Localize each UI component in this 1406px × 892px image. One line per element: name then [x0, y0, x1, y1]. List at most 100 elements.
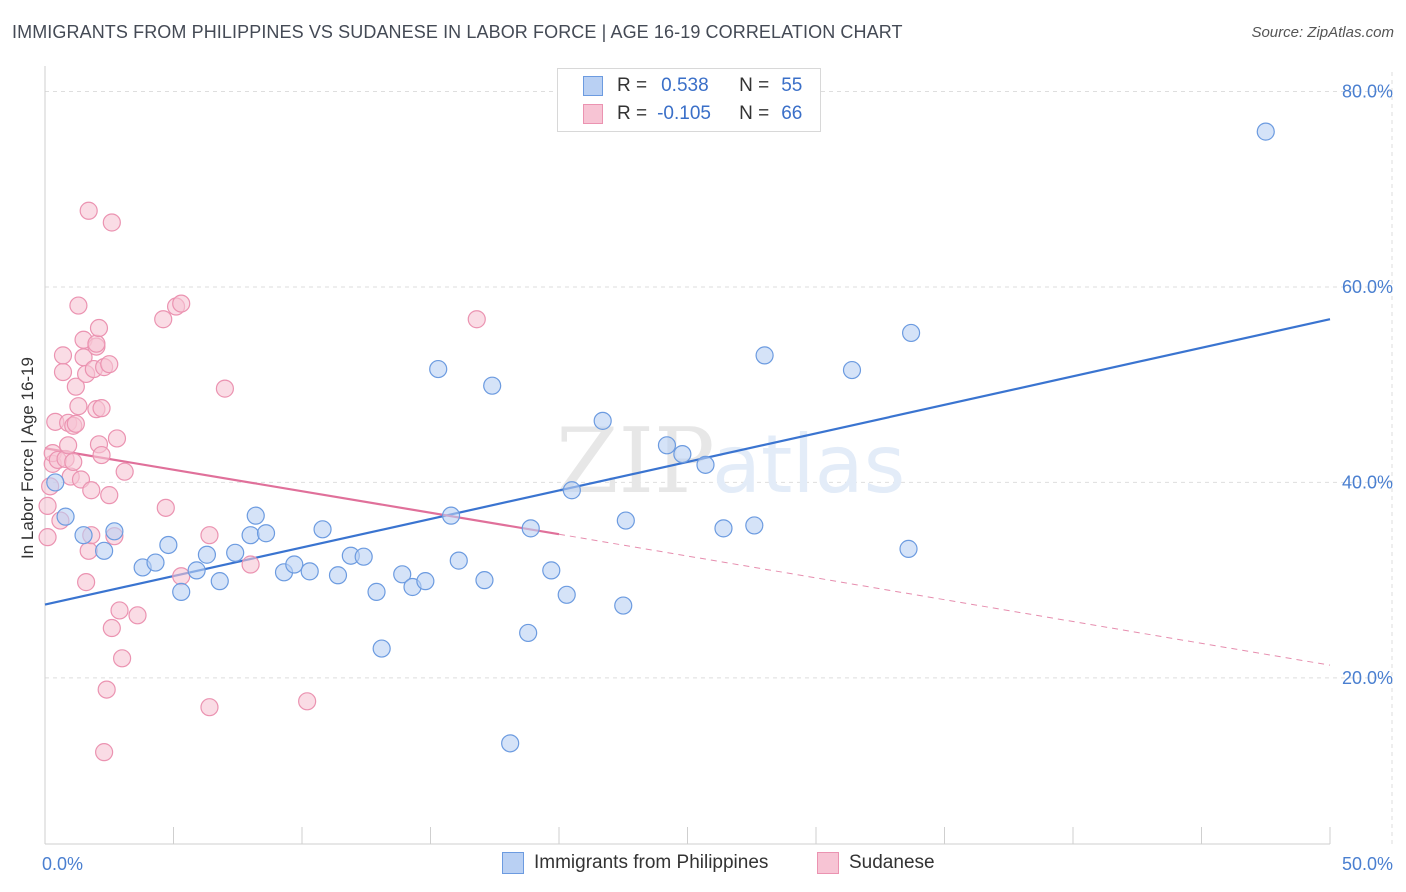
sudanese-point: [69, 397, 88, 416]
philippines-point: [673, 444, 692, 464]
philippines-point: [256, 524, 276, 543]
philippines-point: [246, 506, 265, 525]
philippines-point: [95, 541, 114, 560]
sudanese-point: [92, 445, 111, 465]
legend-n-label: N =: [739, 75, 770, 96]
philippines-point: [56, 507, 75, 526]
legend-item-sudanese[interactable]: Sudanese: [817, 852, 935, 874]
philippines-point: [172, 582, 191, 601]
philippines-point: [328, 566, 348, 585]
tick-labels: 80.0% 60.0% 40.0% 20.0% 0.0% 50.0%: [42, 82, 1393, 874]
chart-title: IMMIGRANTS FROM PHILIPPINES VS SUDANESE …: [12, 22, 903, 42]
philippines-point: [616, 511, 635, 530]
data-points: [38, 112, 1275, 762]
sudanese-point: [215, 379, 234, 398]
sudanese-point: [95, 743, 114, 762]
philippines-point: [416, 572, 435, 591]
sudanese-point: [59, 436, 78, 455]
sudanese-point: [115, 462, 134, 481]
sudanese-point: [79, 201, 98, 220]
legend-n-value: 55: [781, 75, 803, 96]
philippines-point: [519, 623, 538, 643]
philippines-point: [714, 519, 733, 538]
philippines-point: [755, 346, 774, 365]
sudanese-point: [467, 310, 486, 329]
sudanese-point: [128, 606, 147, 625]
philippines-point: [542, 561, 561, 580]
sudanese-point: [100, 486, 119, 505]
philippines-point: [441, 506, 461, 525]
sudanese-point: [112, 649, 132, 668]
sudanese-point: [100, 355, 119, 374]
philippines-point: [593, 411, 612, 430]
sudanese-point: [66, 377, 85, 396]
philippines-point: [187, 561, 206, 580]
sudanese-point: [200, 698, 219, 717]
sudanese-point: [77, 573, 96, 592]
legend-n-value: 66: [781, 103, 803, 124]
x-tick-label: 0.0%: [42, 854, 83, 874]
legend-r-value: -0.105: [657, 103, 711, 124]
philippines-point: [657, 436, 677, 455]
philippines-point: [696, 455, 715, 474]
trend-line-philippines: [44, 318, 1331, 606]
sudanese-point: [172, 294, 191, 313]
philippines-point: [105, 522, 124, 541]
philippines-point: [285, 555, 304, 574]
sudanese-point: [241, 555, 260, 574]
sudanese-point: [53, 362, 73, 382]
philippines-point: [354, 547, 373, 566]
legend-r-label: R =: [617, 75, 648, 96]
philippines-point: [367, 582, 386, 601]
trend-line-sudanese: [44, 447, 560, 536]
sudanese-point: [200, 526, 219, 545]
y-tick-label: 20.0%: [1342, 668, 1393, 688]
legend-swatch-blue: [583, 76, 603, 96]
legend-row-sudanese: R = -0.105 N = 66: [558, 100, 802, 128]
sudanese-point: [97, 680, 116, 699]
philippines-point: [226, 543, 245, 562]
philippines-point: [197, 545, 217, 564]
legend-n-label: N =: [739, 103, 770, 124]
x-tick-label: 50.0%: [1342, 854, 1393, 874]
sudanese-point: [156, 498, 175, 517]
y-tick-label: 40.0%: [1342, 472, 1393, 492]
sudanese-point: [298, 692, 317, 711]
sudanese-point: [64, 452, 83, 472]
legend-swatch-pink: [817, 852, 839, 874]
legend-swatch-blue: [502, 852, 524, 874]
sudanese-point: [38, 496, 57, 515]
sudanese-point: [154, 310, 173, 329]
philippines-point: [501, 734, 520, 753]
philippines-point: [614, 596, 633, 615]
legend-item-philippines[interactable]: Immigrants from Philippines: [502, 852, 768, 874]
philippines-point: [429, 359, 448, 379]
philippines-point: [745, 516, 764, 535]
philippines-point: [74, 526, 93, 545]
philippines-point: [483, 376, 502, 395]
sudanese-point: [38, 528, 57, 547]
sudanese-point: [79, 541, 98, 560]
philippines-point: [210, 572, 229, 591]
philippines-point: [521, 519, 540, 538]
y-tick-label: 60.0%: [1342, 277, 1393, 297]
sudanese-point: [172, 567, 191, 586]
philippines-point: [241, 526, 260, 545]
sudanese-point: [87, 334, 106, 353]
philippines-point: [842, 360, 862, 380]
philippines-point: [1256, 122, 1275, 141]
philippines-point: [393, 565, 412, 584]
philippines-point: [475, 571, 494, 590]
sudanese-point: [66, 414, 85, 433]
sudanese-point: [53, 346, 73, 365]
y-tick-label: 80.0%: [1342, 82, 1393, 102]
philippines-point: [562, 481, 581, 500]
legend-swatch-pink: [583, 104, 603, 124]
philippines-point: [313, 520, 332, 539]
series-legend: Immigrants from Philippines Sudanese: [0, 852, 1406, 878]
trend-lines: [44, 318, 1331, 666]
sudanese-point: [107, 429, 127, 448]
philippines-point: [899, 539, 918, 558]
watermark-atlas: atlas: [712, 418, 905, 511]
